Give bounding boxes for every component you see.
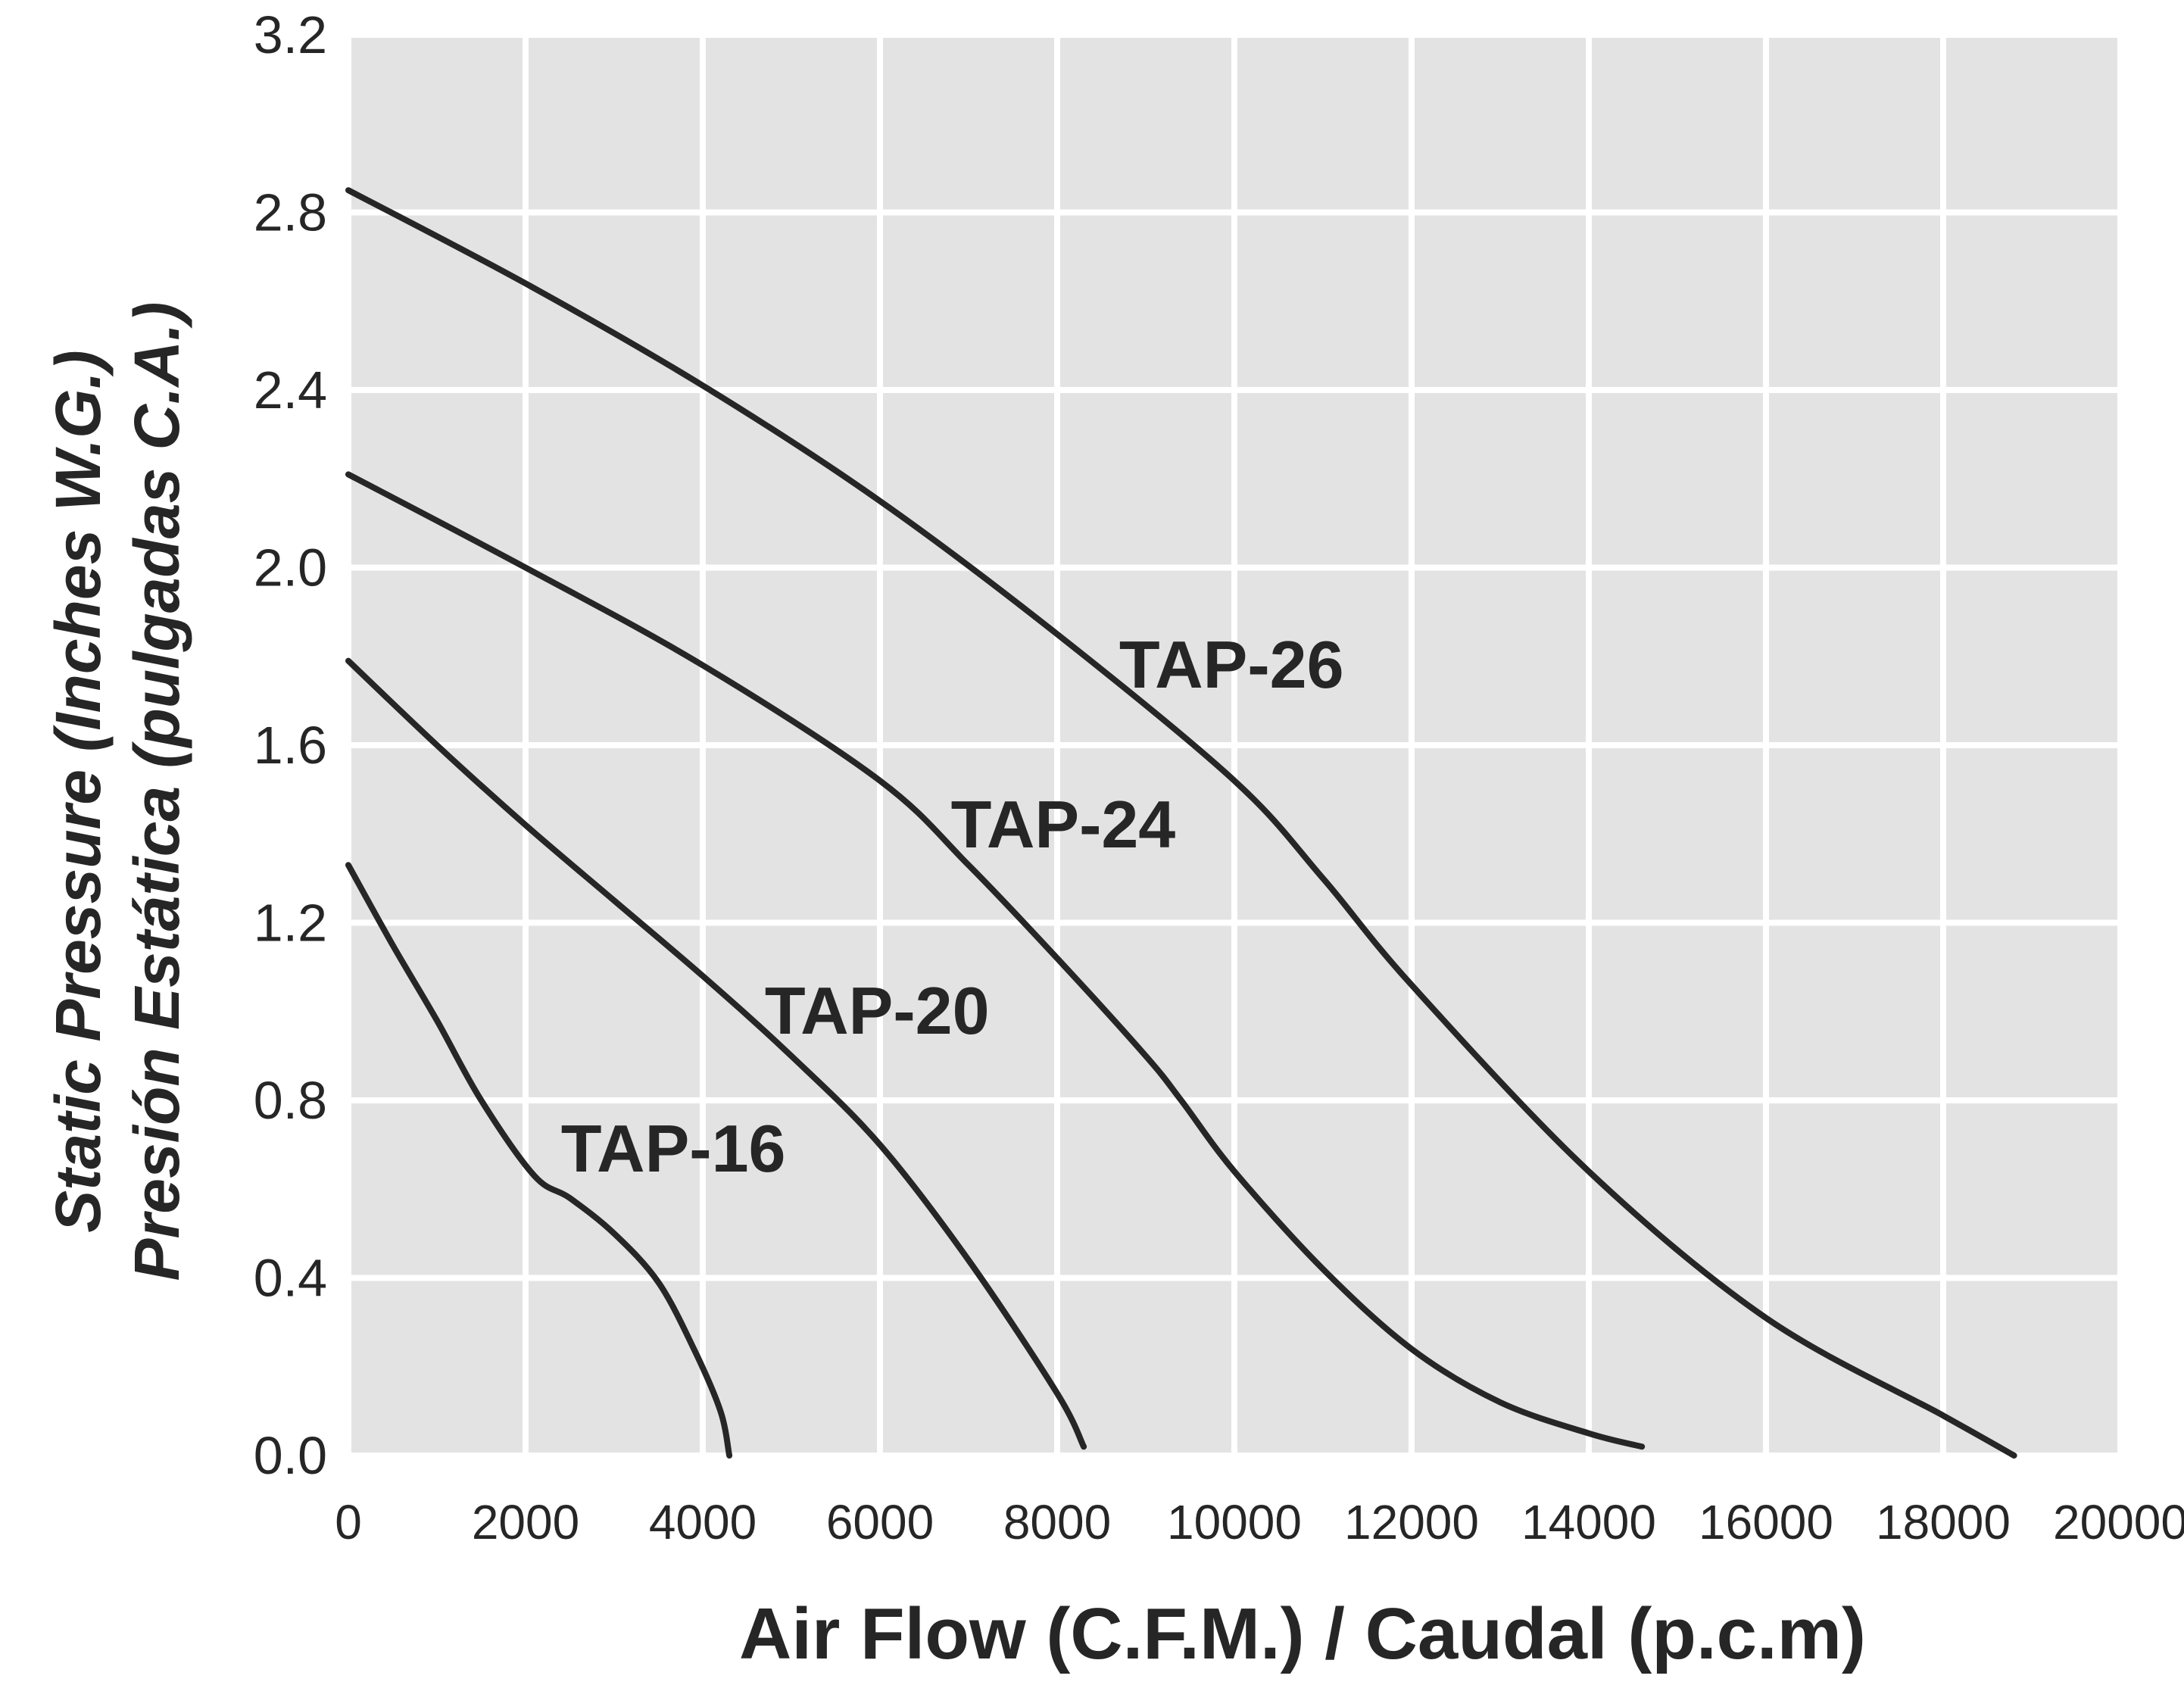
y-tick-label: 1.2 bbox=[254, 894, 327, 953]
x-tick-label: 8000 bbox=[1003, 1495, 1111, 1549]
series-labels: TAP-26 TAP-24 TAP-20 TAP-16 bbox=[561, 627, 1344, 1186]
x-tick-label: 20000 bbox=[2053, 1495, 2184, 1549]
curve-tap-26 bbox=[345, 187, 2017, 1459]
y-axis-title-spanish: Presión Estática (pulgadas C.A.) bbox=[121, 302, 192, 1281]
x-tick-label: 10000 bbox=[1167, 1495, 1302, 1549]
y-tick-label: 0.8 bbox=[254, 1071, 327, 1130]
series-label-tap-20: TAP-20 bbox=[765, 973, 990, 1048]
y-tick-label: 2.4 bbox=[254, 360, 327, 420]
x-tick-label: 2000 bbox=[472, 1495, 579, 1549]
y-axis-ticks: 0.0 0.4 0.8 1.2 1.6 2.0 2.4 2.8 3.2 bbox=[254, 5, 327, 1485]
performance-curves bbox=[345, 187, 2017, 1459]
y-axis-title-english: Static Pressure (Inches W.G.) bbox=[42, 350, 114, 1232]
x-tick-label: 12000 bbox=[1344, 1495, 1479, 1549]
curve-tap-16 bbox=[345, 862, 733, 1459]
x-tick-label: 18000 bbox=[1876, 1495, 2011, 1549]
x-tick-label: 4000 bbox=[649, 1495, 757, 1549]
grid-lines bbox=[345, 32, 2123, 1459]
y-tick-label: 1.6 bbox=[254, 716, 327, 775]
series-label-tap-26: TAP-26 bbox=[1119, 627, 1344, 702]
series-label-tap-24: TAP-24 bbox=[951, 787, 1176, 862]
y-tick-label: 3.2 bbox=[254, 5, 327, 64]
x-axis-title: Air Flow (C.F.M.) / Caudal (p.c.m) bbox=[739, 1593, 1866, 1674]
curve-tap-20 bbox=[345, 657, 1087, 1450]
x-tick-label: 6000 bbox=[826, 1495, 934, 1549]
y-tick-label: 0.0 bbox=[254, 1426, 327, 1485]
x-axis-ticks: 0 2000 4000 6000 8000 10000 12000 14000 16000 180… bbox=[335, 1495, 2184, 1549]
y-tick-label: 0.4 bbox=[254, 1249, 327, 1308]
curve-tap-24 bbox=[345, 471, 1646, 1450]
x-tick-label: 0 bbox=[335, 1495, 362, 1549]
x-tick-label: 16000 bbox=[1699, 1495, 1833, 1549]
y-tick-label: 2.8 bbox=[254, 183, 327, 242]
x-tick-label: 14000 bbox=[1521, 1495, 1656, 1549]
series-label-tap-16: TAP-16 bbox=[561, 1111, 786, 1186]
y-tick-label: 2.0 bbox=[254, 538, 327, 598]
